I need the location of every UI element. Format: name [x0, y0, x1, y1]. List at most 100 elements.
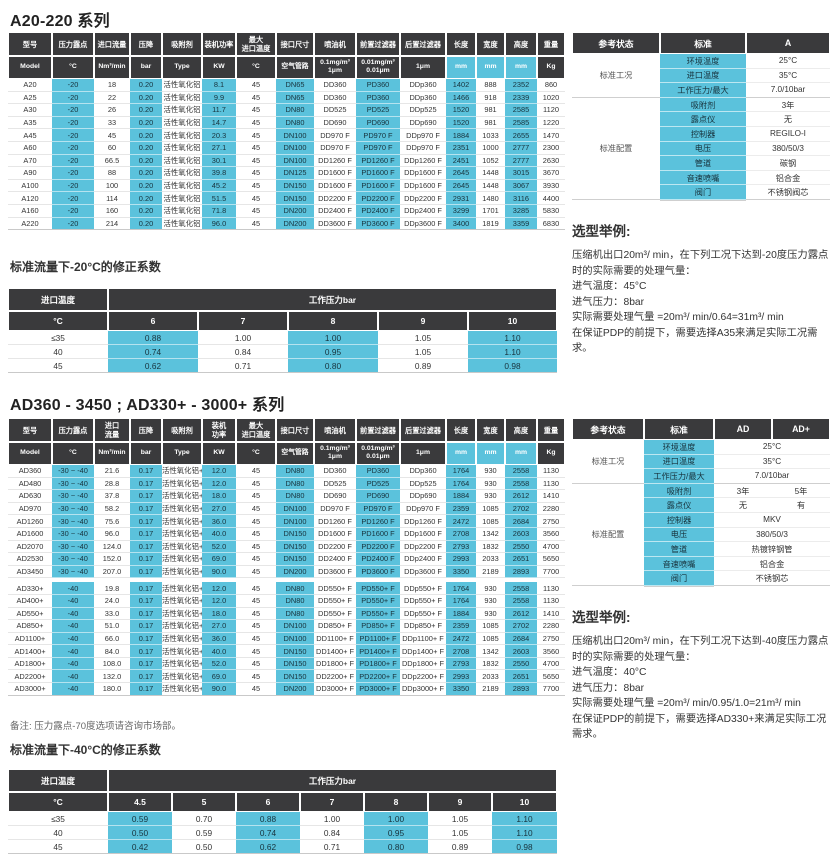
- cell: 活性氧化铝: [162, 192, 202, 205]
- cell: DDp1400+ F: [400, 645, 446, 658]
- cell: -20: [52, 91, 94, 105]
- cell: 45: [236, 683, 276, 696]
- column-header: 重量: [537, 418, 565, 442]
- cell: DN150: [276, 527, 314, 541]
- cell: -30 ~ -40: [52, 527, 94, 541]
- pressure-header: 9: [428, 792, 492, 812]
- cell: 4700: [537, 658, 565, 671]
- cell: 活性氧化铝+分子筛: [162, 553, 202, 566]
- column-header: 装机 功率: [202, 418, 236, 442]
- cell: DD3600 F: [314, 566, 356, 579]
- table-row: 标准配置 吸附剂 3年: [572, 97, 830, 200]
- example-ad-block: 选型举例: 压缩机出口20m³/ min，在下列工况下达到-40度压力露点时的实…: [572, 606, 832, 743]
- cell: DD3600 F: [314, 218, 356, 231]
- unit-header: Type: [162, 56, 202, 79]
- spec-value: 碳钢: [746, 156, 830, 171]
- example-line: 实际需要处理气量 =20m³/ min/0.64=31m³/ min: [572, 312, 784, 323]
- cell: A220: [8, 218, 52, 231]
- unit-header: KW: [202, 442, 236, 465]
- cell: PD360: [356, 464, 400, 478]
- cell: 2793: [446, 657, 476, 671]
- cell: 51.5: [202, 192, 236, 205]
- factor-cell: 0.62: [108, 359, 198, 373]
- cell: -30 ~ -40: [52, 477, 94, 491]
- factor-cell: 0.50: [172, 840, 236, 854]
- cell: 45: [236, 658, 276, 671]
- cell: -30 ~ -40: [52, 515, 94, 528]
- cell: 活性氧化铝: [162, 180, 202, 193]
- cell: 活性氧化铝+硅胶: [162, 620, 202, 633]
- cell: 2280: [537, 620, 565, 633]
- example-ad-lines: 压缩机出口20m³/ min，在下列工况下达到-40度压力露点时的实际需要的处理…: [572, 634, 832, 743]
- spec-value: 25°C: [746, 54, 830, 69]
- cell: 0.20: [130, 217, 162, 231]
- cell: 8.1: [202, 78, 236, 92]
- correction-a-title: 标准流量下-20°C的修正系数: [10, 260, 161, 274]
- cell: 30.1: [202, 154, 236, 168]
- cell: -40: [52, 607, 94, 621]
- spec-label: 电压: [660, 141, 746, 157]
- cell: 45: [236, 620, 276, 633]
- cell: 71.8: [202, 204, 236, 218]
- cell: -40: [52, 670, 94, 684]
- cell: 2585: [505, 116, 537, 130]
- cell: 0.17: [130, 620, 162, 633]
- pressure-header: 10: [492, 792, 558, 812]
- cell: AD970: [8, 503, 52, 516]
- cell: DDp2400 F: [400, 205, 446, 218]
- cell: DDp525: [400, 104, 446, 117]
- cell: 45: [236, 478, 276, 491]
- cell: 活性氧化铝+分子筛: [162, 490, 202, 503]
- cell: 活性氧化铝: [162, 79, 202, 92]
- cell: AD550+: [8, 608, 52, 621]
- cell: DDp550+ F: [400, 595, 446, 608]
- cell: 0.17: [130, 582, 162, 595]
- cell: 1764: [446, 464, 476, 478]
- table-row: 露点仪无有: [572, 498, 830, 513]
- cell: 930: [476, 465, 505, 478]
- cell: DN80: [276, 594, 314, 608]
- cell: DN150: [276, 192, 314, 205]
- cell: DN200: [276, 683, 314, 696]
- cell: 124.0: [94, 541, 130, 554]
- cell: -40: [52, 657, 94, 671]
- cell: DN200: [276, 565, 314, 579]
- column-header: 压降: [130, 32, 162, 56]
- example-line: 进气压力：8bar: [572, 682, 645, 694]
- cell: 1819: [476, 218, 505, 231]
- cell: DD1600 F: [314, 167, 356, 180]
- cell: 0.17: [130, 490, 162, 503]
- cell: 69.0: [202, 670, 236, 684]
- example-a-block: 选型举例: 压缩机出口20m³/ min，在下列工况下达到-20度压力露点时的实…: [572, 220, 832, 357]
- cell: PD2200 F: [356, 192, 400, 205]
- factor-cell: 0.98: [468, 359, 558, 373]
- cell: DN200: [276, 217, 314, 231]
- cell: DD550+ F: [314, 608, 356, 621]
- table-row: ≤35 0.88 1.00 1.00 1.05 1.10: [8, 331, 558, 345]
- cell: 3299: [446, 204, 476, 218]
- cell: PD1600 F: [356, 167, 400, 180]
- unit-header: Kg: [537, 56, 565, 79]
- cell: DDp970 F: [400, 503, 446, 516]
- cell: -30 ~ -40: [52, 540, 94, 554]
- cell: DN100: [276, 154, 314, 168]
- cell: 152.0: [94, 553, 130, 566]
- factor-cell: 1.00: [288, 331, 378, 345]
- table-row: A220 -20 214 0.20 活性氧化铝 96.0 45 DN200 DD3600 F PD…: [8, 217, 565, 231]
- column-header: 宽度: [476, 418, 505, 442]
- cell: 24.0: [94, 595, 130, 608]
- unit-header: 1μm: [400, 56, 446, 79]
- cell: AD1800+: [8, 658, 52, 671]
- cell: -20: [52, 192, 94, 205]
- cell: 69.0: [202, 553, 236, 566]
- cell: 45: [236, 117, 276, 130]
- spec-value: 25°C: [714, 440, 830, 455]
- cell: DDp550+ F: [400, 582, 446, 595]
- table-row: A30 -20 26 0.20 活性氧化铝 11.7 45 DN80 DD525 PD525 DDp…: [8, 104, 565, 117]
- footnote: 备注: 压力露点-70度选项请咨询市场部。: [10, 721, 182, 732]
- spec-value: 铝合金: [714, 556, 830, 572]
- cell: 活性氧化铝: [162, 205, 202, 218]
- cell: 918: [476, 92, 505, 105]
- unit-header: bar: [130, 442, 162, 465]
- cell: PD1260 F: [356, 154, 400, 168]
